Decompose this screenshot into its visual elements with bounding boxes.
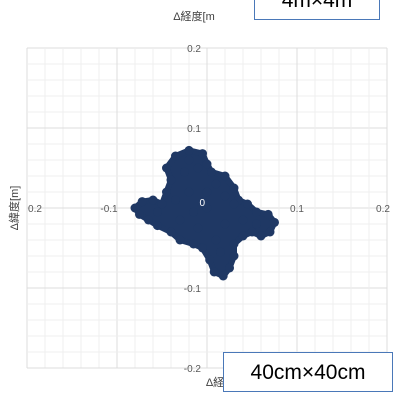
data-point (162, 163, 171, 173)
data-point (144, 215, 153, 225)
data-point (238, 215, 248, 225)
data-point (229, 239, 239, 249)
data-point (175, 235, 185, 245)
data-point (189, 239, 198, 249)
data-point (189, 207, 198, 217)
data-point (243, 199, 252, 209)
data-point (218, 271, 228, 281)
scale-callout-bottom: 40cm×40cm (223, 352, 393, 392)
x-axis-label-top: Δ経度[m (173, 9, 215, 23)
data-point (220, 219, 230, 229)
data-point (220, 171, 230, 181)
data-point (198, 149, 207, 159)
data-point (153, 207, 162, 217)
data-point (193, 223, 203, 233)
data-point (171, 151, 180, 161)
data-point (207, 167, 216, 177)
data-point (202, 159, 212, 169)
data-point (130, 203, 140, 213)
y-tick-label: -0.2 (184, 364, 202, 375)
data-point (238, 231, 248, 241)
data-points (130, 145, 279, 281)
data-point (166, 227, 176, 237)
data-point (205, 255, 215, 265)
data-point (198, 243, 207, 253)
data-point (270, 217, 279, 227)
x-tick-label: 0.2 (28, 204, 42, 215)
data-point (209, 267, 219, 277)
data-point (216, 247, 225, 257)
data-point (211, 235, 221, 245)
data-point (184, 155, 194, 165)
data-point (229, 183, 239, 193)
data-point (184, 187, 194, 197)
tick-labels: 0.2 -0.1 0.1 0.2 0.2 0.1 -0.1 -0.2 0 Δ経度[m Δ経 Δ緯度[m… (7, 9, 390, 389)
data-point (229, 251, 239, 261)
data-point (252, 207, 261, 217)
data-point (148, 195, 158, 205)
data-point (252, 219, 261, 229)
data-point (202, 203, 212, 213)
x-tick-label: 0.2 (376, 204, 390, 215)
data-point (202, 187, 212, 197)
data-point (162, 187, 171, 197)
data-point (229, 199, 239, 209)
y-tick-label: 0.1 (187, 124, 201, 135)
data-point (137, 197, 147, 207)
y-axis-label: Δ緯度[m] (7, 186, 21, 231)
center-tick-label: 0 (199, 198, 205, 209)
x-tick-label: -0.1 (100, 204, 118, 215)
data-point (157, 199, 167, 209)
data-point (211, 179, 221, 189)
data-point (171, 195, 180, 205)
data-point (175, 215, 185, 225)
y-tick-label: -0.1 (184, 284, 202, 295)
data-point (193, 163, 203, 173)
data-point (247, 227, 257, 237)
data-point (265, 227, 275, 237)
data-point (256, 231, 266, 241)
data-point (184, 145, 194, 155)
data-point (263, 209, 273, 219)
x-tick-label: 0.1 (290, 204, 304, 215)
data-point (153, 221, 162, 231)
data-point (225, 263, 234, 273)
data-point (220, 191, 230, 201)
scale-callout-top: 4m×4m (254, 0, 380, 20)
data-point (180, 167, 189, 177)
y-tick-label: 0.2 (187, 44, 201, 55)
data-point (166, 175, 176, 185)
data-point (135, 209, 144, 219)
x-axis-label-bottom: Δ経 (206, 376, 224, 389)
